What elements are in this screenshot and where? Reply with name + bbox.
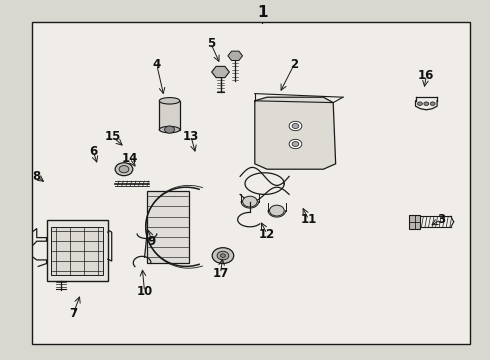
Text: 3: 3 bbox=[437, 213, 445, 226]
Text: 16: 16 bbox=[418, 69, 435, 82]
Text: 7: 7 bbox=[70, 307, 77, 320]
Bar bbox=[409, 215, 420, 229]
Circle shape bbox=[212, 248, 234, 264]
Circle shape bbox=[270, 205, 284, 216]
Bar bbox=[159, 101, 180, 130]
Text: 10: 10 bbox=[136, 285, 153, 298]
Circle shape bbox=[243, 196, 257, 207]
Text: 12: 12 bbox=[259, 228, 275, 240]
Circle shape bbox=[417, 102, 422, 105]
Text: 1: 1 bbox=[257, 5, 268, 20]
Text: 11: 11 bbox=[300, 213, 317, 226]
Text: 5: 5 bbox=[207, 37, 215, 50]
Circle shape bbox=[165, 126, 174, 133]
Text: 14: 14 bbox=[122, 152, 138, 165]
Polygon shape bbox=[228, 51, 243, 60]
Circle shape bbox=[289, 139, 302, 149]
Text: 4: 4 bbox=[153, 58, 161, 71]
Text: 8: 8 bbox=[33, 170, 41, 183]
Text: 15: 15 bbox=[104, 130, 121, 143]
Circle shape bbox=[220, 254, 225, 257]
Bar bbox=[47, 220, 108, 281]
Bar bbox=[147, 191, 189, 263]
Circle shape bbox=[292, 123, 299, 129]
Circle shape bbox=[289, 121, 302, 131]
Circle shape bbox=[217, 251, 229, 260]
Bar bbox=[51, 227, 103, 275]
Ellipse shape bbox=[159, 98, 180, 104]
Text: 9: 9 bbox=[148, 235, 156, 248]
Ellipse shape bbox=[159, 126, 180, 133]
Text: 6: 6 bbox=[89, 145, 97, 158]
Circle shape bbox=[292, 141, 299, 147]
Circle shape bbox=[115, 163, 133, 176]
Text: 17: 17 bbox=[212, 267, 229, 280]
Circle shape bbox=[424, 102, 429, 105]
Text: 2: 2 bbox=[290, 58, 298, 71]
Circle shape bbox=[430, 102, 435, 105]
Text: 13: 13 bbox=[183, 130, 199, 143]
Circle shape bbox=[119, 166, 129, 173]
Bar bbox=[32, 22, 470, 344]
Polygon shape bbox=[255, 97, 336, 169]
Polygon shape bbox=[212, 66, 229, 78]
